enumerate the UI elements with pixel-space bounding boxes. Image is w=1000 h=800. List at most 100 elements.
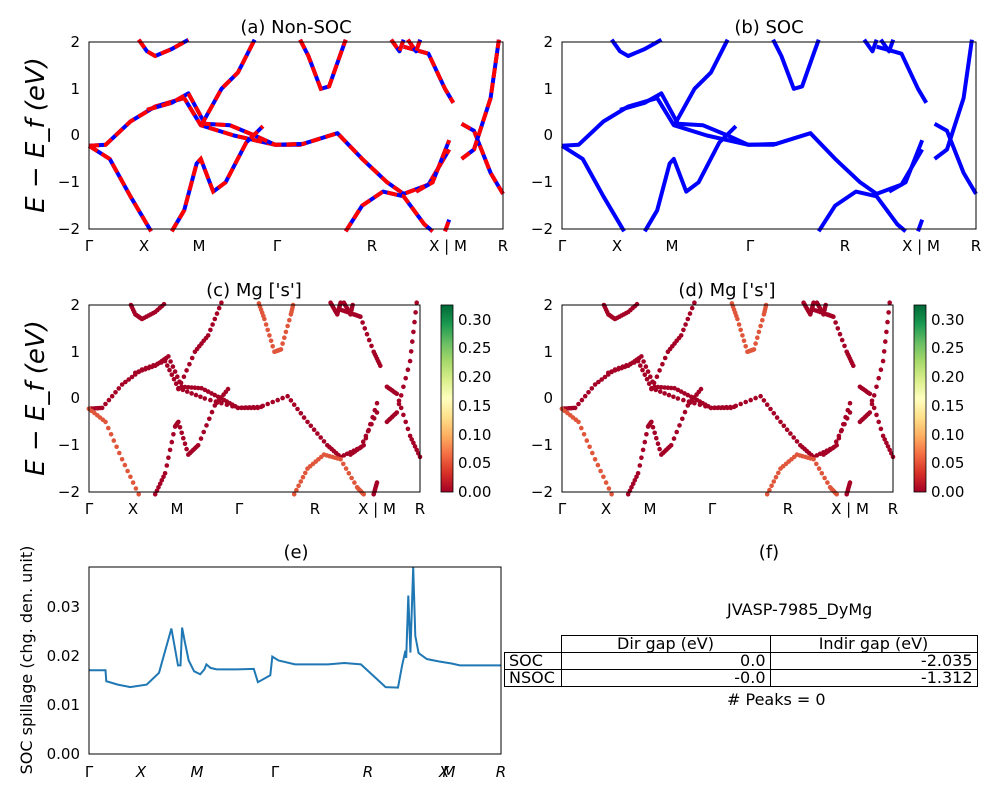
- d-xtick-6: R: [888, 500, 898, 518]
- projection-point: [842, 343, 847, 349]
- projection-point: [630, 481, 636, 487]
- projection-point: [811, 300, 816, 306]
- projection-point: [171, 432, 176, 437]
- projection-point: [572, 405, 578, 411]
- projection-point: [884, 440, 889, 446]
- gap-table-header-dir: Dir gap (eV): [560, 635, 771, 653]
- projection-point: [592, 457, 598, 462]
- panel-a-title: (a) Non-SOC: [240, 17, 351, 38]
- a-xtick-3: Γ: [273, 237, 282, 255]
- band-line-soc: [460, 39, 501, 161]
- projection-point: [280, 341, 285, 346]
- projection-point: [362, 326, 368, 331]
- panel-b: (b) SOC −2 −1 0 1 2 Γ X M Γ R X | M R: [531, 17, 981, 255]
- projection-point: [603, 480, 609, 485]
- projection-point: [751, 347, 757, 352]
- projection-point: [414, 300, 420, 306]
- panel-b-title: (b) SOC: [734, 17, 803, 38]
- projection-point: [869, 401, 875, 407]
- projection-point: [838, 428, 844, 434]
- projection-point: [835, 326, 841, 331]
- projection-point: [845, 407, 851, 413]
- projection-point: [874, 384, 879, 390]
- projection-point: [126, 377, 131, 382]
- d-cbar-tick-3: 0.15: [931, 397, 964, 415]
- band-line-soc: [933, 39, 974, 161]
- projection-point: [675, 396, 681, 401]
- projection-point: [291, 492, 297, 497]
- projection-point: [198, 394, 203, 400]
- c-cbar-tick-1: 0.05: [458, 454, 491, 472]
- e-xtick-2: M: [191, 763, 204, 781]
- projection-point: [671, 394, 676, 400]
- panel-d-frame: [561, 304, 894, 493]
- projection-point: [659, 385, 664, 390]
- projection-point: [378, 363, 383, 369]
- projection-point: [889, 451, 894, 456]
- projection-point: [243, 405, 248, 410]
- a-xtick-1: X: [139, 237, 149, 255]
- projection-point: [685, 316, 691, 322]
- projection-point: [880, 433, 886, 439]
- projection-point: [372, 407, 378, 413]
- panel-d-points: [559, 300, 896, 497]
- band-line-soc: [619, 91, 778, 147]
- band-line-soc: [879, 38, 896, 54]
- c-ytick-2: 0: [70, 389, 80, 407]
- projection-point: [596, 379, 601, 385]
- projection-point: [592, 382, 598, 387]
- projection-point: [156, 485, 161, 490]
- e-ytick-0: 0.00: [47, 745, 80, 763]
- projection-point: [731, 404, 737, 410]
- projection-point: [878, 367, 884, 373]
- projection-point: [639, 354, 644, 359]
- projection-point: [599, 377, 604, 382]
- projection-point: [152, 492, 158, 497]
- projection-point: [681, 327, 686, 333]
- b-xtick-4: R: [840, 237, 850, 255]
- projection-point: [167, 367, 172, 373]
- projection-point: [638, 363, 643, 368]
- e-xtick-6: M: [443, 763, 456, 781]
- projection-point: [644, 376, 650, 382]
- projection-point: [692, 300, 697, 306]
- projection-point: [788, 431, 793, 436]
- projection-point: [811, 457, 816, 462]
- band-line-soc: [643, 124, 738, 233]
- projection-point: [219, 300, 224, 306]
- projection-point: [321, 439, 327, 444]
- projection-point: [111, 438, 117, 443]
- projection-point: [819, 471, 825, 476]
- projection-point: [119, 382, 125, 387]
- projection-point: [831, 314, 836, 320]
- projection-point: [178, 380, 184, 386]
- projection-point: [280, 395, 285, 401]
- projection-point: [282, 335, 287, 341]
- c-ytick-0: −2: [58, 483, 80, 501]
- d-xtick-5: X | M: [831, 500, 869, 518]
- b-ytick-3: 1: [543, 80, 553, 98]
- projection-point: [644, 432, 649, 437]
- c-ytick-4: 2: [70, 296, 80, 314]
- e-xtick-5: X: [438, 763, 450, 781]
- panel-c-frame: [88, 304, 421, 493]
- d-cbar-tick-1: 0.05: [931, 454, 964, 472]
- projection-point: [680, 416, 685, 422]
- a-ytick-4: 2: [70, 33, 80, 51]
- projection-point: [401, 412, 406, 418]
- c-cbar-tick-3: 0.15: [458, 397, 491, 415]
- projection-point: [586, 390, 591, 395]
- projection-point: [774, 415, 780, 420]
- projection-point: [637, 463, 643, 468]
- projection-point: [698, 386, 704, 392]
- projection-point: [822, 475, 827, 481]
- projection-point: [398, 393, 404, 398]
- projection-point: [176, 386, 181, 392]
- projection-point: [576, 419, 581, 425]
- panel-b-yticks: −2 −1 0 1 2: [531, 33, 553, 238]
- projection-point: [198, 436, 204, 441]
- projection-point: [361, 492, 367, 497]
- projection-point: [584, 438, 590, 443]
- projection-point: [251, 404, 256, 410]
- projection-point: [136, 492, 141, 497]
